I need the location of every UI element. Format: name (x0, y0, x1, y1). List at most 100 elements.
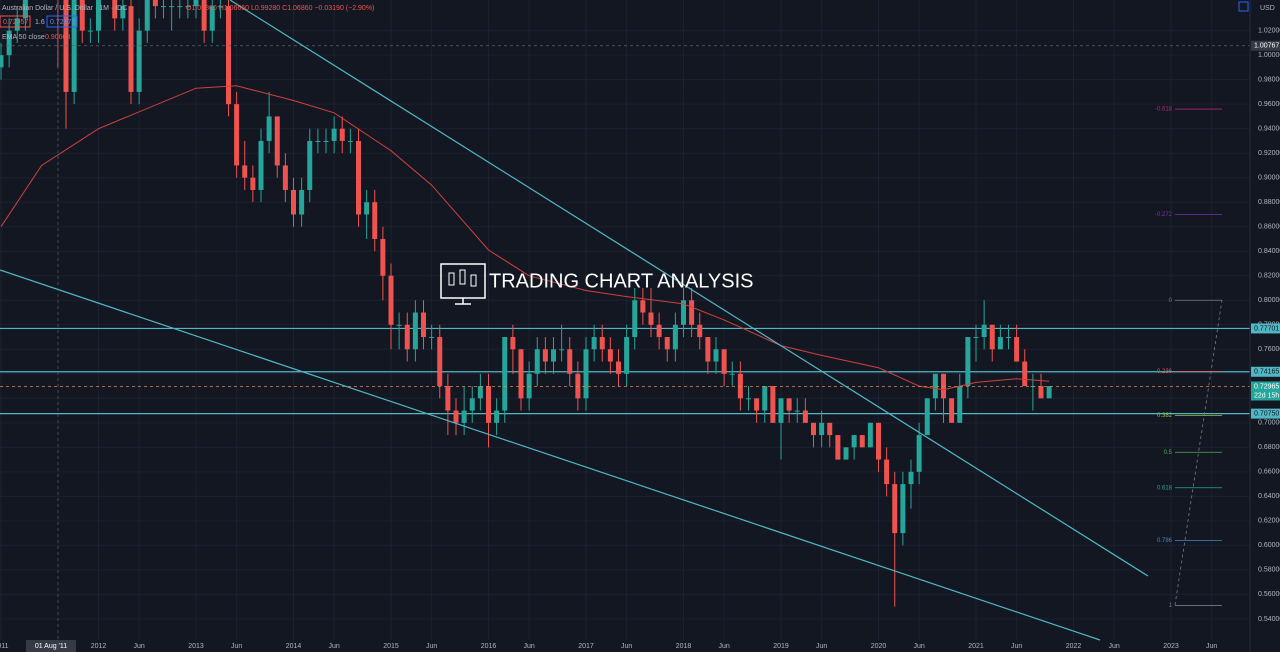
candle-body (502, 337, 508, 411)
candle-body (599, 337, 605, 350)
candle-body (729, 373, 735, 375)
ema-line (0, 85, 1050, 391)
ohlc-header: O1.06860 H1.06660 L0.99280 C1.06860 −0.0… (186, 5, 374, 12)
candle-body (258, 140, 264, 190)
candle-body (226, 6, 231, 105)
bid[interactable]: 0.72957 (3, 19, 28, 26)
candle-body (1014, 337, 1020, 362)
last-price-box (1251, 381, 1280, 401)
candle-body (79, 0, 85, 31)
candle-body (87, 30, 93, 32)
candle-body (136, 30, 142, 92)
candle-body (754, 398, 760, 411)
bid-box[interactable] (0, 15, 31, 28)
x-tick-label: Jun (133, 643, 144, 650)
x-tick-label: Jun (1108, 643, 1119, 650)
x-tick-label: Jun (913, 643, 924, 650)
candle-body (867, 422, 873, 448)
fib-label: 0.236 (1157, 369, 1173, 375)
candle-body (477, 386, 483, 399)
candle-body (6, 30, 12, 56)
candle-body (526, 373, 532, 399)
candle-body (396, 324, 402, 326)
settings-icon[interactable] (1238, 1, 1249, 12)
level-label: 0.74165 (1254, 369, 1279, 376)
candle-body (372, 202, 378, 239)
watermark-text: TRADING CHART ANALYSIS (489, 270, 754, 292)
candle-body (876, 422, 881, 460)
candle-body (932, 373, 938, 399)
trendline (229, 0, 1149, 577)
candle-body (461, 410, 467, 423)
candle-body (518, 349, 524, 399)
symbol-title: Australian Dollar / U.S. Dollar · 1M · I… (2, 5, 127, 12)
candle-body (591, 337, 597, 350)
candle-body (250, 177, 256, 190)
candle-body (1022, 361, 1028, 387)
candle-body (835, 435, 841, 460)
x-tick-label: Jun (523, 643, 534, 650)
currency[interactable]: USD (1260, 5, 1275, 12)
candle-body (429, 337, 435, 339)
x-tick-label: 2023 (1163, 643, 1179, 650)
level-label: 0.77701 (1254, 325, 1279, 332)
x-tick-label: Jun (718, 643, 729, 650)
candle-body (542, 349, 548, 362)
x-tick-label: 2013 (188, 643, 204, 650)
candle-body (989, 324, 995, 350)
x-tick-label: Jun (621, 643, 632, 650)
candle-body (681, 300, 686, 325)
candle-body (973, 337, 979, 339)
candle-body (778, 398, 784, 423)
level-label-box (1251, 408, 1280, 419)
x-tick-label: 2012 (91, 643, 107, 650)
fib-label: -0.272 (1155, 212, 1173, 218)
candle-body (201, 0, 207, 31)
candle-body (421, 312, 426, 338)
candle-body (112, 0, 118, 19)
candle-body (388, 275, 394, 325)
candle-body (364, 202, 370, 215)
candle-body (746, 398, 751, 400)
candle-body (234, 104, 240, 166)
spread: 1.6 (35, 19, 45, 26)
candle-body (445, 386, 451, 411)
candle-body (924, 398, 930, 436)
x-tick-label: 2019 (773, 643, 789, 650)
last-price-label: 0.72965 (1254, 383, 1279, 390)
candle-body (161, 6, 166, 8)
ask[interactable]: 0.72975 (50, 19, 75, 26)
ask-box[interactable] (46, 15, 78, 28)
candle-body (843, 447, 849, 460)
candle-body (152, 0, 158, 7)
candle-body (356, 140, 361, 215)
candle-body (404, 324, 410, 350)
candle-body (469, 398, 475, 411)
candle-body (802, 410, 808, 423)
level-label: 0.70750 (1254, 410, 1279, 417)
x-tick-label: Jun (1011, 643, 1022, 650)
x-tick-label: 2017 (578, 643, 594, 650)
candle-body (177, 6, 183, 8)
candle-body (916, 435, 922, 472)
candle-body (811, 422, 816, 436)
candle-body (559, 349, 565, 351)
candle-body (486, 386, 491, 423)
candle-body (713, 349, 719, 362)
candle-body (941, 373, 946, 399)
candle-body (274, 116, 280, 166)
candle-body (762, 386, 768, 411)
fib-label: 0.382 (1157, 413, 1173, 419)
level-label-box (1251, 323, 1280, 334)
candle-body (737, 373, 743, 399)
candle-body (437, 337, 443, 387)
